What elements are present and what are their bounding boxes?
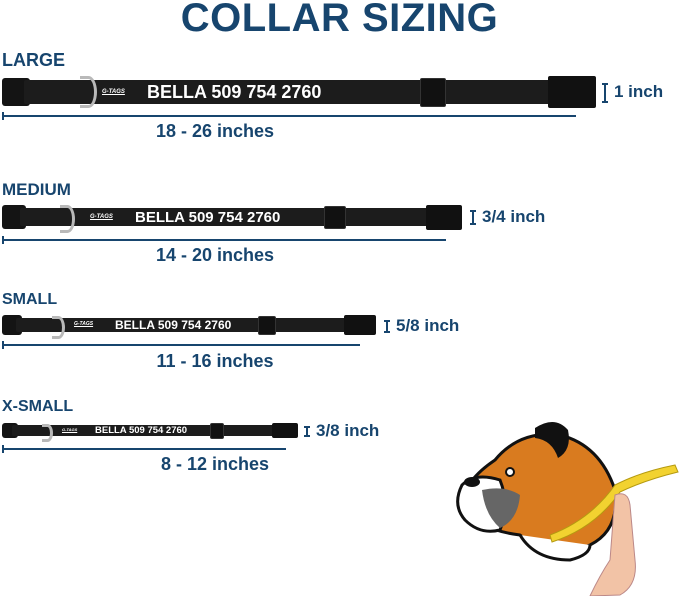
collar-large: G-TAGS BELLA 509 754 2760	[2, 76, 602, 108]
d-ring	[60, 205, 75, 233]
length-label: 18 - 26 inches	[155, 121, 275, 141]
collar-text: BELLA 509 754 2760	[147, 82, 322, 102]
length-line	[2, 236, 446, 244]
width-label: 3/8 inch	[304, 421, 380, 441]
hand	[589, 493, 636, 596]
keeper	[258, 316, 276, 335]
length-label: 14 - 20 inches	[155, 245, 275, 265]
dog-ear-icon	[535, 421, 569, 458]
length-line	[2, 112, 576, 120]
width-indicator-icon	[470, 210, 476, 226]
measuring-tape	[549, 464, 679, 543]
width-indicator-icon	[602, 82, 608, 103]
brand-logo: G-TAGS	[74, 321, 94, 327]
d-ring	[80, 76, 97, 108]
keeper	[420, 78, 446, 107]
buckle	[426, 205, 462, 230]
width-value: 3/4 inch	[482, 207, 546, 226]
length-label: 8 - 12 inches	[160, 454, 270, 474]
keeper	[324, 206, 346, 229]
collar-text: BELLA 509 754 2760	[95, 425, 188, 436]
width-label: 5/8 inch	[384, 316, 460, 336]
length-line	[2, 341, 360, 349]
width-label: 1 inch	[602, 82, 664, 103]
dog-jowl	[482, 488, 520, 528]
buckle	[272, 423, 298, 438]
width-value: 3/8 inch	[316, 421, 380, 440]
collar-text: BELLA 509 754 2760	[135, 209, 281, 226]
dog-nose	[464, 477, 480, 487]
d-ring	[42, 424, 53, 442]
brand-logo: G-TAGS	[90, 214, 113, 220]
size-name-medium: MEDIUM	[2, 180, 71, 199]
width-indicator-icon	[384, 320, 390, 334]
length-label: 11 - 16 inches	[156, 351, 274, 371]
dog-eye	[505, 467, 515, 477]
page-title: COLLAR SIZING	[180, 0, 499, 40]
length-line	[2, 445, 286, 453]
boxer-dog-measuring-illustration	[456, 421, 679, 596]
buckle	[548, 76, 596, 108]
brand-logo: G-TAGS	[102, 89, 125, 95]
collar-x-small: G-TAGS BELLA 509 754 2760	[2, 422, 300, 442]
collar-text: BELLA 509 754 2760	[115, 318, 232, 332]
width-value: 1 inch	[614, 82, 664, 101]
keeper	[210, 423, 224, 439]
dog-chest	[518, 534, 592, 562]
buckle	[344, 315, 376, 335]
collar-small: G-TAGS BELLA 509 754 2760	[2, 314, 380, 339]
d-ring	[52, 316, 65, 339]
size-name-x-small: X-SMALL	[2, 398, 74, 415]
size-name-large: LARGE	[2, 50, 65, 70]
width-label: 3/4 inch	[470, 207, 546, 227]
strap	[24, 80, 584, 104]
width-indicator-icon	[304, 426, 310, 438]
width-value: 5/8 inch	[396, 316, 460, 335]
brand-logo: G-TAGS	[62, 427, 78, 432]
strap	[12, 425, 282, 436]
collar-medium: G-TAGS BELLA 509 754 2760	[2, 204, 464, 233]
size-name-small: SMALL	[2, 291, 58, 308]
